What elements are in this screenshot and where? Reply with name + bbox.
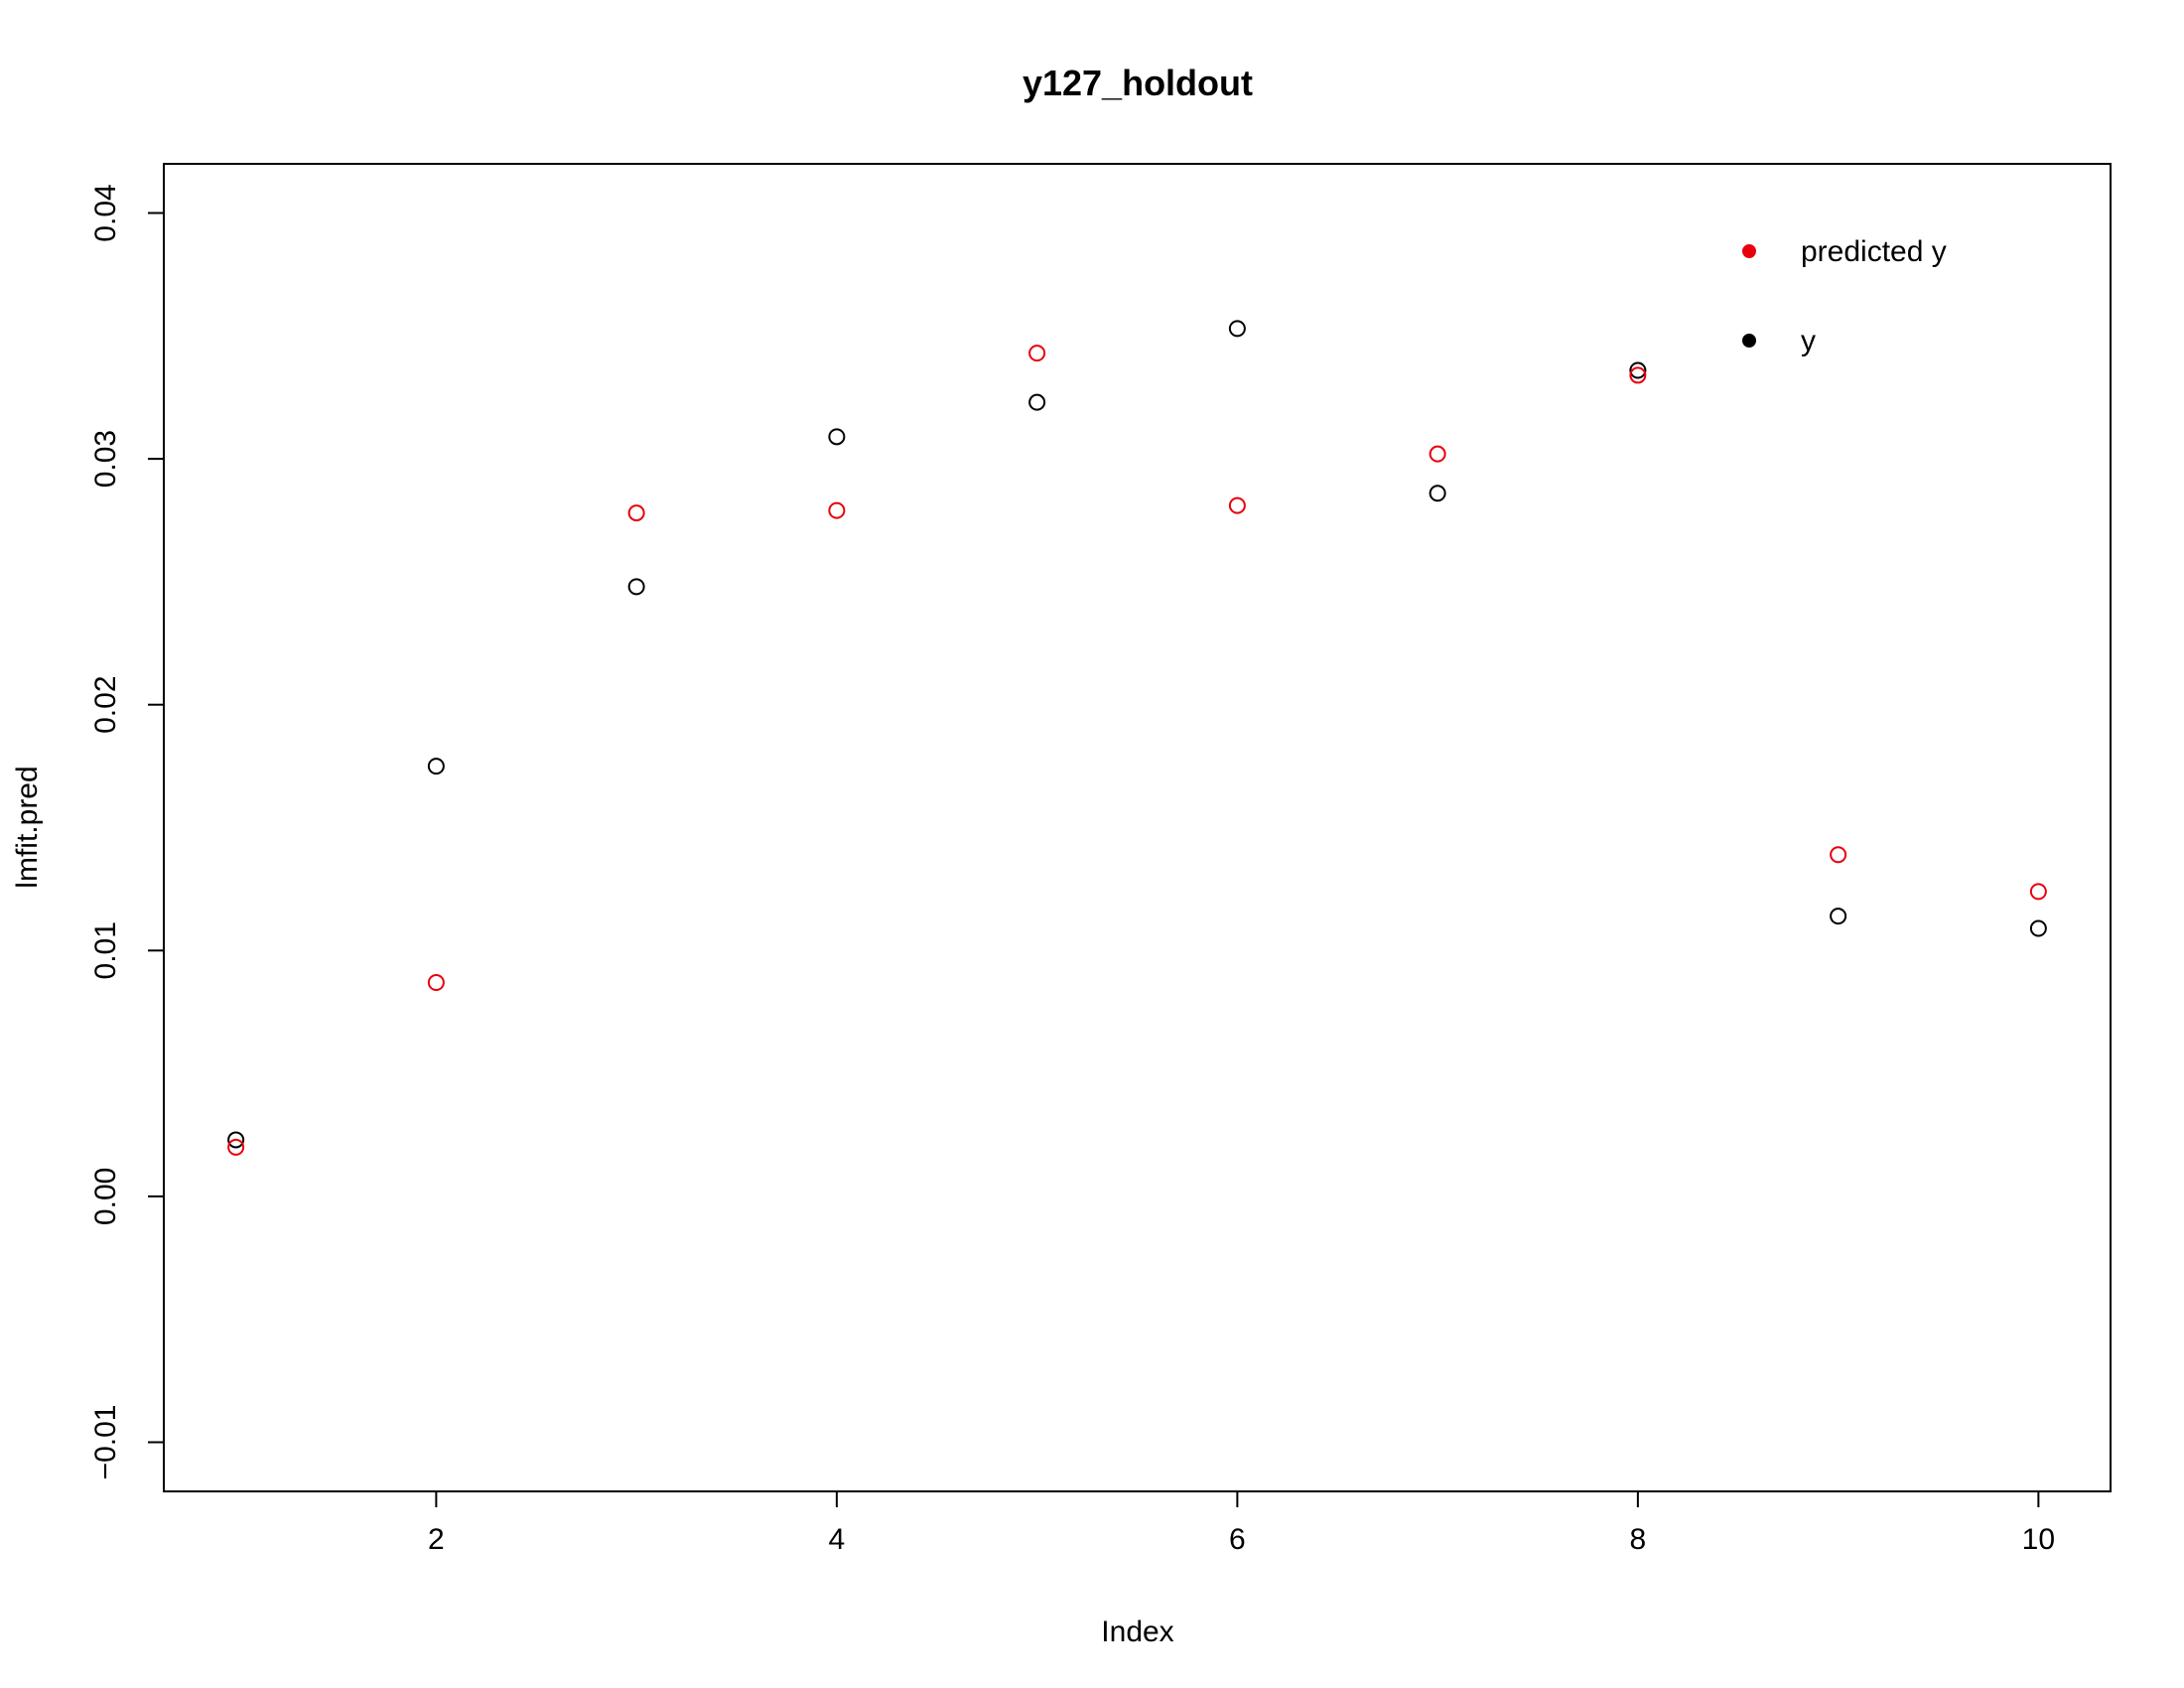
x-tick-label: 4	[829, 1523, 846, 1556]
chart-title: y127_holdout	[1023, 63, 1253, 103]
x-tick-label: 10	[2022, 1523, 2055, 1556]
data-point	[2029, 883, 2047, 901]
data-point	[1830, 908, 1847, 925]
y-axis-label: lmfit.pred	[11, 766, 44, 888]
data-points	[227, 320, 2047, 1156]
y-tick-label: 0.04	[89, 184, 122, 241]
data-point	[427, 973, 445, 991]
y-tick-label: 0.02	[89, 676, 122, 734]
data-point	[1028, 393, 1046, 411]
x-axis: 2 4 6 8 10	[428, 1490, 2055, 1556]
series-predicted-y	[227, 345, 2047, 1156]
data-point	[627, 578, 645, 596]
x-axis-label: Index	[1101, 1616, 1173, 1648]
legend-marker	[1742, 244, 1756, 258]
data-point	[1830, 846, 1847, 864]
data-point	[1629, 361, 1647, 379]
data-point	[1429, 485, 1446, 502]
data-point	[1028, 345, 1046, 362]
x-tick-label: 2	[428, 1523, 445, 1556]
legend-label: predicted y	[1801, 235, 1947, 268]
data-point	[828, 501, 846, 519]
y-tick-label: 0.01	[89, 921, 122, 979]
x-tick-label: 6	[1229, 1523, 1246, 1556]
data-point	[1228, 320, 1246, 338]
data-point	[1429, 445, 1446, 463]
y-axis: −0.01 0.00 0.01 0.02 0.03 0.04	[89, 184, 165, 1480]
data-point	[627, 504, 645, 522]
y-tick-label: 0.03	[89, 430, 122, 488]
data-point	[227, 1131, 245, 1149]
y-tick-label: −0.01	[89, 1405, 122, 1480]
x-tick-label: 8	[1630, 1523, 1647, 1556]
data-point	[1228, 496, 1246, 514]
legend-marker	[1742, 334, 1756, 348]
data-point	[1629, 366, 1647, 384]
data-point	[427, 758, 445, 775]
data-point	[227, 1138, 245, 1156]
y-tick-label: 0.00	[89, 1168, 122, 1225]
legend: predicted y y	[1742, 235, 1947, 357]
data-point	[828, 428, 846, 446]
series-y	[227, 320, 2047, 1149]
data-point	[2029, 919, 2047, 937]
legend-label: y	[1801, 325, 1816, 357]
